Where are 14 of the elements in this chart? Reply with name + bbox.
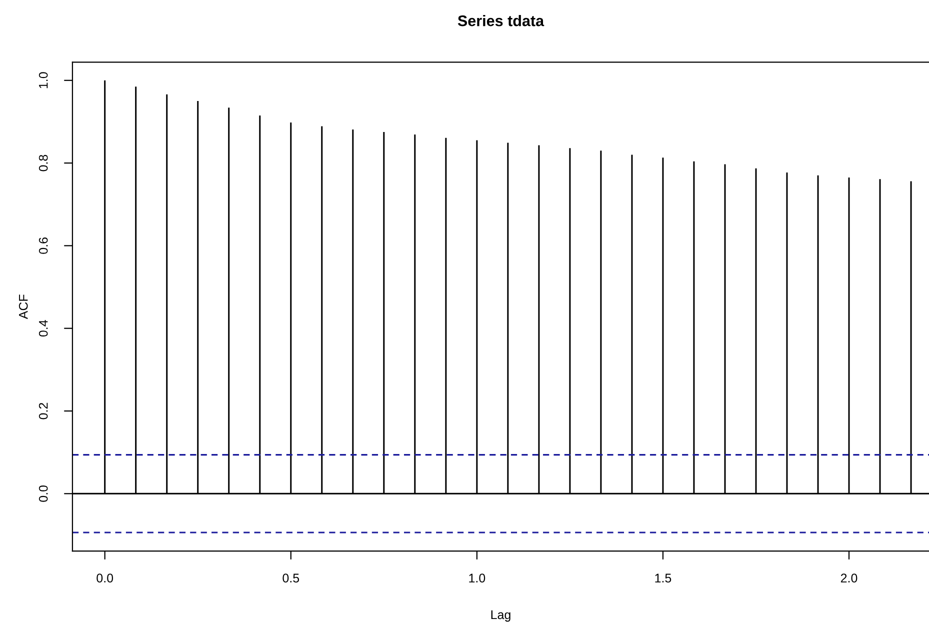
- y-tick-label: 0.4: [38, 320, 48, 337]
- x-tick-label: 1.0: [469, 574, 486, 582]
- y-tick-label: 0.8: [38, 154, 48, 172]
- y-tick-label: 0.2: [38, 402, 48, 420]
- x-tick-label: 1.5: [655, 574, 672, 582]
- y-tick-label: 1.0: [38, 72, 48, 88]
- y-tick-label: 0.6: [38, 238, 48, 254]
- x-tick-label: 2.0: [840, 574, 858, 582]
- x-axis-title: Lag: [491, 610, 510, 622]
- y-axis-title: ACF: [18, 294, 28, 320]
- chart-title: Series tdata: [458, 15, 544, 26]
- y-tick-label: 0.0: [38, 485, 48, 502]
- x-tick-label: 0.0: [96, 574, 114, 582]
- x-tick-label: 0.5: [282, 574, 300, 582]
